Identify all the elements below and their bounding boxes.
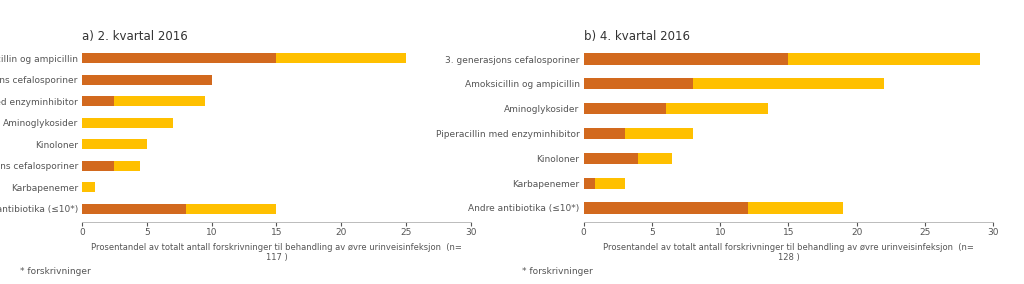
- Text: a) 2. kvartal 2016: a) 2. kvartal 2016: [82, 30, 187, 43]
- Bar: [638, 153, 673, 164]
- Bar: [82, 139, 146, 149]
- Bar: [788, 53, 980, 65]
- X-axis label: Prosentandel av totalt antall forskrivninger til behandling av øvre urinveisinfe: Prosentandel av totalt antall forskrivni…: [603, 243, 974, 262]
- Text: * forskrivninger: * forskrivninger: [20, 267, 91, 276]
- Bar: [584, 103, 666, 114]
- Bar: [584, 53, 788, 65]
- Bar: [82, 53, 276, 63]
- Bar: [584, 153, 638, 164]
- Bar: [584, 178, 595, 189]
- Legend: Andel kvinder, Andel menn: Andel kvinder, Andel menn: [702, 282, 862, 284]
- Bar: [625, 128, 693, 139]
- Bar: [82, 75, 212, 85]
- Bar: [82, 161, 115, 171]
- Bar: [666, 103, 768, 114]
- Bar: [584, 78, 693, 89]
- Bar: [115, 96, 205, 106]
- Text: b) 4. kvartal 2016: b) 4. kvartal 2016: [584, 30, 690, 43]
- Bar: [82, 182, 95, 192]
- Bar: [115, 161, 140, 171]
- X-axis label: Prosentandel av totalt antall forskrivninger til behandling av øvre urinveisinfe: Prosentandel av totalt antall forskrivni…: [91, 243, 462, 262]
- Bar: [82, 204, 185, 214]
- Bar: [584, 128, 625, 139]
- Bar: [82, 96, 115, 106]
- Bar: [693, 78, 884, 89]
- Bar: [595, 178, 625, 189]
- Text: * forskrivninger: * forskrivninger: [522, 267, 593, 276]
- Legend: Andel kvinder, Andel menn: Andel kvinder, Andel menn: [196, 282, 354, 284]
- Bar: [82, 118, 173, 128]
- Bar: [748, 202, 843, 214]
- Bar: [276, 53, 407, 63]
- Bar: [584, 202, 748, 214]
- Bar: [185, 204, 276, 214]
